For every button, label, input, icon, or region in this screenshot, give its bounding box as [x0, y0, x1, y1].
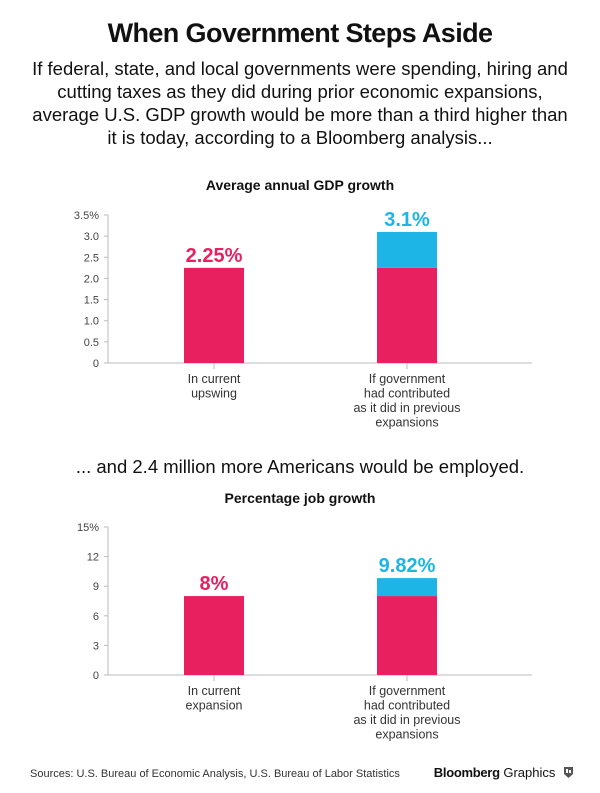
bloomberg-badge-icon: [564, 767, 573, 778]
x-category-label: In current expansion: [186, 684, 243, 713]
y-tick-label: 12: [87, 552, 99, 564]
brand-graphics: Graphics: [503, 765, 556, 780]
y-tick-label: 0.5: [84, 337, 99, 349]
page-subtitle: If federal, state, and local governments…: [32, 58, 568, 148]
jobs-chart-title: Percentage job growth: [224, 490, 376, 506]
x-category-label: If government had contributed as it did in…: [353, 684, 460, 742]
y-tick-label: 1.0: [84, 316, 99, 328]
brand-name: Bloomberg: [433, 765, 500, 780]
y-tick-label: 1.5: [84, 295, 99, 307]
bar-data-label: 9.82%: [379, 555, 436, 577]
y-tick-label: 0: [93, 358, 99, 370]
x-category-label: If government had contributed as it did in…: [353, 372, 460, 430]
y-tick-label: 0: [93, 670, 99, 682]
bar-gov-contribution-2: [377, 231, 437, 268]
y-tick-label: 2.5: [84, 252, 99, 264]
job-growth-chart: 0 3 6 9 12 15% 8% In current expansion 9.82% If go…: [77, 522, 532, 742]
y-tick-label: 9: [93, 581, 99, 593]
gdp-chart-title: Average annual GDP growth: [205, 177, 395, 193]
interlude-text: ... and 2.4 million more Americans would…: [75, 456, 525, 477]
y-tick-label: 2.0: [84, 273, 99, 285]
bar-data-label: 2.25%: [186, 245, 243, 267]
brand-logo: Bloomberg Graphics: [434, 765, 574, 780]
sources-note: Sources: U.S. Bureau of Economic Analysi…: [30, 768, 400, 780]
gdp-growth-chart: 0 0.5 1.0 1.5 2.0 2.5 3.0 3.5% 2.25% In current up…: [74, 209, 532, 430]
x-category-label: In current upswing: [188, 372, 241, 401]
bar-data-label: 3.1%: [384, 209, 430, 231]
y-tick-label: 15%: [77, 522, 99, 534]
bar-data-label: 8%: [200, 573, 229, 595]
y-tick-label: 3.5%: [74, 210, 99, 222]
page-title: When Government Steps Aside: [107, 18, 493, 48]
bar-actual-2: [377, 596, 437, 675]
bar-actual-1: [184, 267, 244, 363]
bar-gov-contribution-2: [377, 578, 437, 597]
bar-actual-1: [184, 596, 244, 675]
y-tick-label: 3.0: [84, 231, 99, 243]
bar-actual-2: [377, 267, 437, 363]
y-tick-label: 3: [93, 640, 99, 652]
y-tick-label: 6: [93, 611, 99, 623]
